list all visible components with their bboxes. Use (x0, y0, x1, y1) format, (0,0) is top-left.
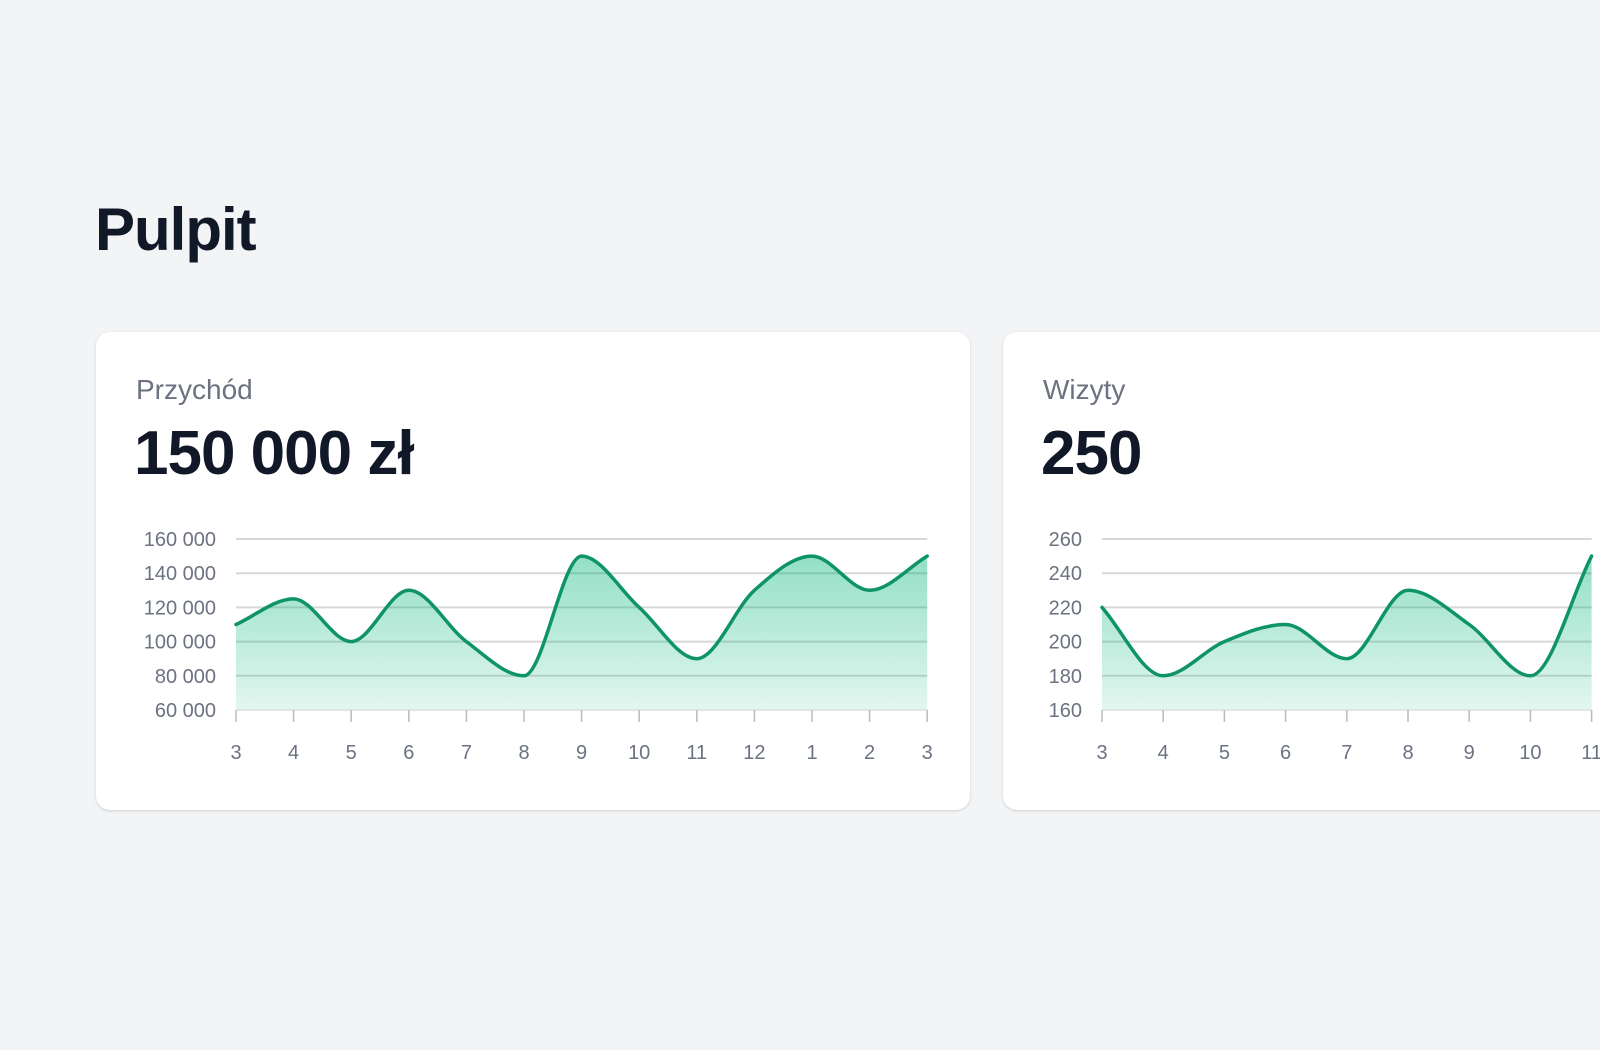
revenue-card: Przychód 150 000 zł 60 000 80 000 100 000 1… (96, 332, 970, 810)
x-tick-label: 3 (230, 742, 241, 764)
data-point (1099, 604, 1105, 610)
revenue-label: Przychód (136, 374, 253, 405)
x-tick-label: 4 (1158, 742, 1169, 764)
series-line (1100, 554, 1594, 678)
y-tick-label: 80 000 (155, 666, 216, 688)
y-tick-label: 240 (1049, 563, 1082, 585)
x-tick-label: 9 (576, 742, 587, 764)
x-tick-label: 3 (922, 742, 933, 764)
data-point (924, 553, 930, 559)
y-tick-label: 60 000 (155, 700, 216, 722)
y-tick-label: 100 000 (144, 632, 216, 654)
x-tick-label: 6 (1280, 742, 1291, 764)
data-point (1160, 673, 1166, 679)
x-tick-label: 7 (1341, 742, 1352, 764)
data-point (1283, 622, 1289, 628)
y-tick-label: 160 (1049, 700, 1082, 722)
data-point (694, 656, 700, 662)
x-tick-label: 10 (628, 742, 650, 764)
revenue-chart: 60 000 80 000 100 000 120 000 140 000 160 000… (144, 529, 933, 764)
series-line (234, 554, 929, 678)
x-tick-label: 5 (1219, 742, 1230, 764)
visits-chart: 160 180 200 220 240 260 3 4 5 6 7 8 9 10 11 (1049, 529, 1600, 764)
data-point (233, 622, 239, 628)
x-tick-label: 10 (1519, 742, 1541, 764)
data-point (1405, 587, 1411, 593)
x-tick-label: 4 (288, 742, 299, 764)
x-tick-label: 5 (346, 742, 357, 764)
y-tick-label: 200 (1049, 632, 1082, 654)
data-point (867, 587, 873, 593)
revenue-value: 150 000 zł (134, 419, 415, 488)
x-tick-label: 7 (461, 742, 472, 764)
y-tick-label: 160 000 (144, 529, 216, 551)
x-tick-label: 8 (518, 742, 529, 764)
series-area (236, 556, 928, 710)
x-tick-label: 6 (403, 742, 414, 764)
data-point (406, 587, 412, 593)
x-tick-label: 8 (1402, 742, 1413, 764)
x-tick-label: 9 (1464, 742, 1475, 764)
visits-label: Wizyty (1043, 374, 1126, 405)
data-point (636, 604, 642, 610)
x-tick-label: 12 (743, 742, 765, 764)
data-point (1589, 553, 1595, 559)
x-tick-label: 11 (686, 742, 707, 764)
y-tick-label: 120 000 (144, 597, 216, 619)
y-tick-label: 180 (1049, 666, 1082, 688)
visits-card: Wizyty 250 160 180 200 220 240 260 3 4 5 6 7 8 9 10 11 (1003, 332, 1600, 810)
data-point (579, 553, 585, 559)
data-point (463, 639, 469, 645)
data-point (1344, 656, 1350, 662)
data-point (291, 596, 297, 602)
data-point (809, 553, 815, 559)
y-tick-label: 140 000 (144, 563, 216, 585)
data-point (348, 639, 354, 645)
data-point (751, 587, 757, 593)
data-point (1527, 673, 1533, 679)
x-tick-label: 3 (1096, 742, 1107, 764)
page-title: Pulpit (95, 196, 257, 263)
series-area (1102, 556, 1592, 710)
y-tick-label: 260 (1049, 529, 1082, 551)
y-tick-label: 220 (1049, 597, 1082, 619)
x-tick-label: 11 (1581, 742, 1600, 764)
x-tick-label: 2 (864, 742, 875, 764)
data-point (1466, 622, 1472, 628)
data-point (521, 673, 527, 679)
visits-value: 250 (1041, 419, 1142, 488)
data-point (1221, 639, 1227, 645)
x-tick-label: 1 (806, 742, 817, 764)
